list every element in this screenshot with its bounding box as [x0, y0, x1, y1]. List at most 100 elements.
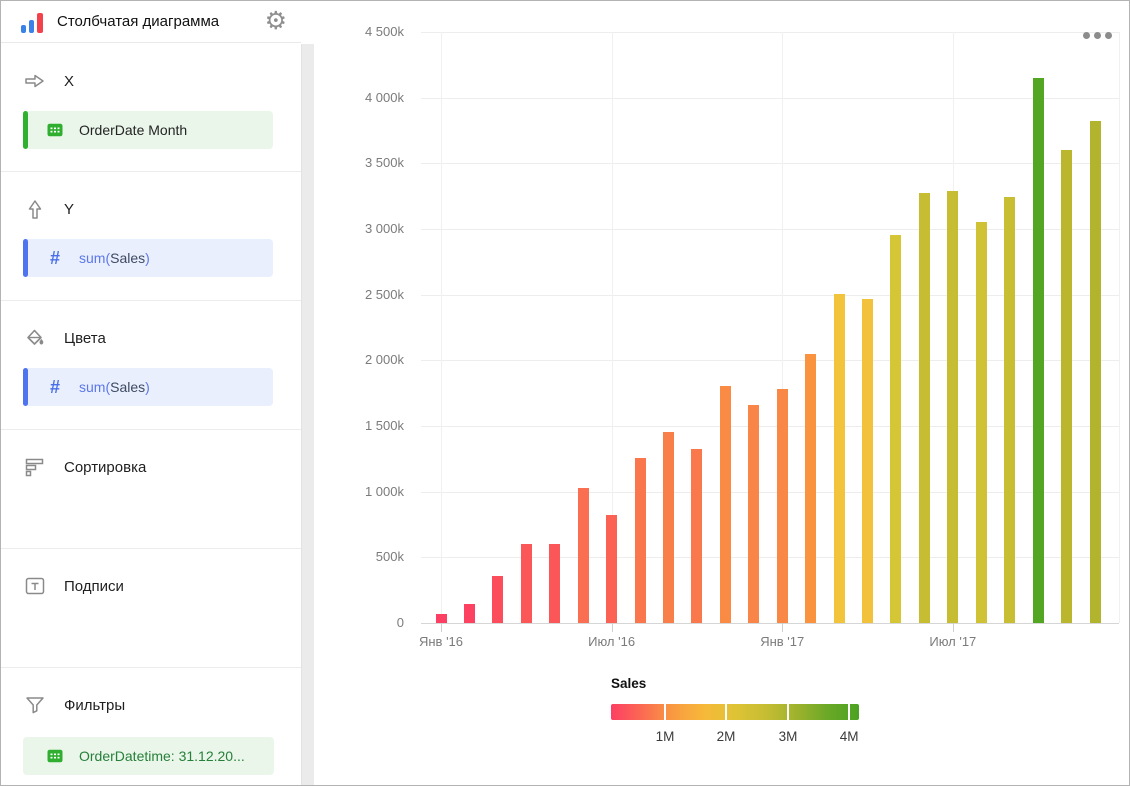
- legend-value-label: 1M: [655, 729, 675, 744]
- section-colors: Цвета # sum(Sales): [1, 300, 301, 429]
- bar-chart-type-icon: [21, 11, 43, 33]
- chip-accent-bar: [23, 239, 28, 277]
- bar[interactable]: [691, 448, 703, 623]
- section-labels-label: Подписи: [64, 577, 124, 595]
- bar[interactable]: [1061, 150, 1073, 623]
- y-axis-label: 500k: [375, 549, 404, 565]
- section-x: X OrderDate Month: [1, 44, 301, 171]
- section-labels: Подписи: [1, 548, 301, 667]
- section-labels-header: Подписи: [23, 574, 124, 598]
- section-y: Y # sum(Sales): [1, 171, 301, 300]
- chart-area: 0 500k 1 000k 1 500k 2 000k 2 500k 3 000k 3 500…: [314, 1, 1129, 785]
- bar[interactable]: [435, 613, 447, 623]
- calendar-icon: [45, 746, 65, 766]
- bar[interactable]: [1032, 77, 1044, 623]
- y-gridline: [421, 163, 1119, 165]
- settings-gear-icon[interactable]: ⚙: [264, 7, 287, 35]
- x-gridline: [611, 32, 613, 623]
- y-axis-label: 0: [396, 615, 404, 630]
- legend-title: Sales: [611, 676, 647, 691]
- legend-gradient-bar: [611, 704, 859, 720]
- field-chip-orderdate-month[interactable]: OrderDate Month: [23, 111, 273, 149]
- chip-accent-bar: [23, 368, 28, 406]
- section-colors-label: Цвета: [64, 329, 106, 347]
- bar[interactable]: [520, 544, 532, 623]
- x-tick: [611, 623, 613, 632]
- arrow-up-icon: [23, 197, 47, 221]
- field-chip-sum-sales-colors[interactable]: # sum(Sales): [23, 368, 273, 406]
- filter-chip-orderdatetime[interactable]: OrderDatetime: 31.12.20...: [23, 737, 274, 775]
- bar[interactable]: [634, 457, 646, 623]
- legend-value-label: 2M: [716, 729, 736, 744]
- bar[interactable]: [463, 603, 475, 623]
- bar[interactable]: [918, 192, 930, 623]
- x-axis-label: Янв '16: [418, 634, 464, 649]
- bar[interactable]: [862, 298, 874, 623]
- section-sort-header: Сортировка: [23, 455, 146, 479]
- section-filters: Фильтры OrderDatetime: 31.12.20...: [1, 667, 301, 785]
- bar[interactable]: [549, 544, 561, 623]
- bar[interactable]: [975, 221, 987, 623]
- bar[interactable]: [719, 385, 731, 623]
- section-y-header: Y: [23, 197, 74, 221]
- y-gridline: [421, 623, 1119, 624]
- field-label: sum(Sales): [79, 250, 150, 266]
- y-gridline: [421, 32, 1119, 33]
- section-y-label: Y: [64, 200, 75, 218]
- filter-label: OrderDatetime: 31.12.20...: [79, 748, 245, 764]
- legend-value-label: 3M: [778, 729, 798, 744]
- arrow-right-icon: [23, 69, 47, 93]
- chip-accent-bar: [23, 111, 28, 149]
- x-gridline: [1119, 32, 1120, 623]
- y-gridline: [421, 97, 1119, 99]
- bar[interactable]: [947, 190, 959, 623]
- bar[interactable]: [805, 353, 817, 623]
- y-gridline: [421, 426, 1119, 427]
- y-gridline: [421, 360, 1119, 362]
- hash-icon: #: [49, 247, 60, 268]
- section-x-label: X: [64, 72, 75, 90]
- legend-value-label: 4M: [839, 729, 859, 744]
- bar[interactable]: [492, 575, 504, 623]
- y-axis-label: 1 500k: [364, 418, 404, 433]
- y-gridline: [421, 294, 1119, 296]
- y-axis-label: 3 500k: [364, 155, 404, 171]
- bar[interactable]: [776, 389, 788, 623]
- y-gridline: [421, 557, 1119, 559]
- chart-type-title: Столбчатая диаграмма: [57, 13, 220, 30]
- x-tick: [441, 623, 442, 632]
- legend-separator: [725, 704, 728, 720]
- section-filters-label: Фильтры: [64, 696, 126, 714]
- bar[interactable]: [577, 487, 589, 623]
- bar[interactable]: [748, 404, 760, 623]
- bar[interactable]: [606, 515, 618, 623]
- field-label: OrderDate Month: [79, 122, 188, 138]
- bar[interactable]: [1089, 121, 1101, 623]
- calendar-icon: [45, 120, 65, 140]
- bar[interactable]: [1004, 196, 1016, 623]
- chart-menu-button[interactable]: [1083, 32, 1112, 39]
- bar[interactable]: [833, 294, 845, 623]
- section-sort-label: Сортировка: [64, 458, 147, 476]
- field-chip-sum-sales-y[interactable]: # sum(Sales): [23, 239, 273, 277]
- y-axis-label: 3 000k: [364, 221, 404, 236]
- x-gridline: [782, 32, 784, 623]
- x-tick: [952, 623, 954, 632]
- field-label: sum(Sales): [79, 379, 150, 395]
- sort-bars-icon: [23, 455, 47, 479]
- section-filters-header: Фильтры: [23, 693, 125, 717]
- section-x-header: X: [23, 69, 74, 93]
- x-gridline: [441, 32, 442, 623]
- y-axis-label: 1 000k: [364, 483, 404, 499]
- bar[interactable]: [662, 431, 674, 623]
- y-axis-label: 2 500k: [364, 286, 404, 302]
- y-gridline: [421, 229, 1119, 230]
- section-sort: Сортировка: [1, 429, 301, 548]
- text-label-icon: [23, 574, 47, 598]
- bar[interactable]: [890, 234, 902, 623]
- section-colors-header: Цвета: [23, 326, 106, 350]
- legend-separator: [848, 704, 851, 720]
- y-gridline: [421, 491, 1119, 493]
- paint-bucket-icon: [23, 326, 47, 350]
